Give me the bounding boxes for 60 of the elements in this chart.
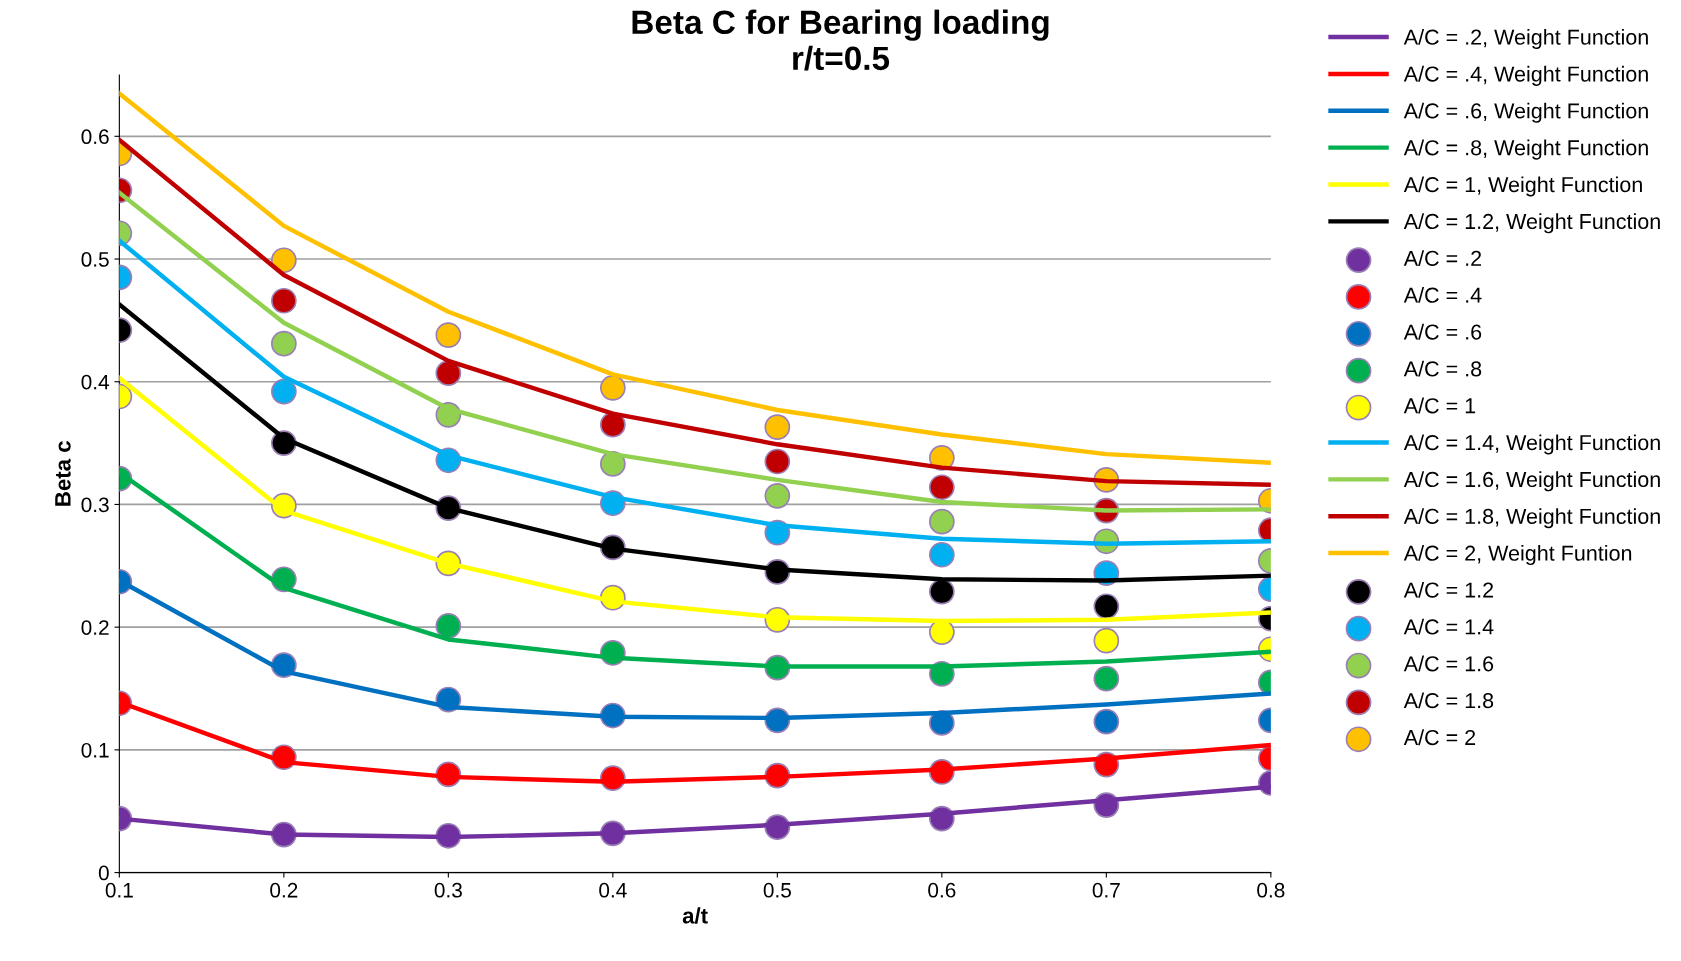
legend-label: A/C = 1.2, Weight Function: [1403, 213, 1660, 234]
x-tick-label: 0.1: [105, 882, 133, 898]
point: [435, 613, 462, 639]
legend-label: A/C = .2, Weight Function: [1403, 28, 1648, 50]
legend-label: A/C = 1.6: [1403, 655, 1494, 672]
legend-label: A/C = .4: [1403, 287, 1482, 303]
point: [1093, 593, 1120, 620]
y-tick-label: 0.4: [81, 374, 110, 390]
x-tick-label: 0.2: [270, 882, 298, 898]
legend-label: A/C = 1.8, Weight Function: [1403, 508, 1660, 529]
legend-label: A/C = .4, Weight Function: [1403, 65, 1648, 86]
legend-label: A/C = 1.2: [1403, 581, 1494, 598]
chart-title: Beta C for Bearing loading r/t=0.5: [632, 9, 1049, 71]
y-tick-label: 0.6: [81, 129, 109, 145]
point: [764, 414, 791, 441]
y-tick-label: 0: [98, 865, 109, 881]
line-series: [119, 137, 1271, 488]
x-tick-label: 0.6: [928, 882, 956, 898]
x-tick-label: 0.5: [763, 882, 791, 898]
y-tick-label: 0.1: [81, 742, 109, 758]
y-tick-label: 0.3: [81, 497, 109, 513]
point: [928, 508, 955, 535]
point: [928, 578, 955, 605]
x-tick-label: 0.3: [434, 882, 462, 898]
point: [270, 247, 297, 274]
point: [928, 541, 955, 568]
legend-label: A/C = .8, Weight Function: [1403, 139, 1648, 160]
point: [270, 330, 297, 357]
legend-label: A/C = 1.4, Weight Function: [1403, 434, 1660, 455]
point: [599, 411, 626, 438]
point: [599, 375, 626, 401]
legend-label: A/C = 1.6, Weight Function: [1403, 471, 1660, 492]
point: [764, 448, 791, 475]
legend-label: A/C = 1, Weight Function: [1403, 176, 1642, 197]
legend-label: A/C = 2, Weight Funtion: [1403, 545, 1632, 566]
point: [928, 474, 955, 501]
x-tick-label: 0.7: [1092, 882, 1120, 898]
point: [270, 287, 297, 314]
point: [270, 378, 297, 405]
point: [435, 322, 462, 348]
line-series: [119, 91, 1271, 465]
y-axis-title: Beta c: [55, 441, 71, 506]
point: [435, 360, 462, 387]
x-tick-label: 0.4: [599, 882, 627, 898]
legend-label: A/C = 1: [1403, 397, 1476, 414]
x-axis-title: a/t: [682, 907, 708, 924]
point: [1093, 627, 1120, 654]
point: [764, 482, 791, 509]
legend-label: A/C = 1.4: [1403, 618, 1494, 635]
legend-label: A/C = .8: [1403, 360, 1482, 377]
y-tick-label: 0.5: [81, 252, 109, 267]
x-tick-label: 0.8: [1257, 882, 1285, 898]
legend-label: A/C = .2: [1403, 250, 1482, 266]
point: [1093, 665, 1120, 692]
legend-label: A/C = .6: [1403, 323, 1482, 340]
legend-label: A/C = .6, Weight Function: [1403, 102, 1648, 123]
legend-label: A/C = 1.8: [1403, 692, 1494, 709]
y-tick-label: 0.2: [81, 620, 109, 635]
point: [1093, 708, 1120, 735]
legend-label: A/C = 2: [1403, 729, 1476, 746]
